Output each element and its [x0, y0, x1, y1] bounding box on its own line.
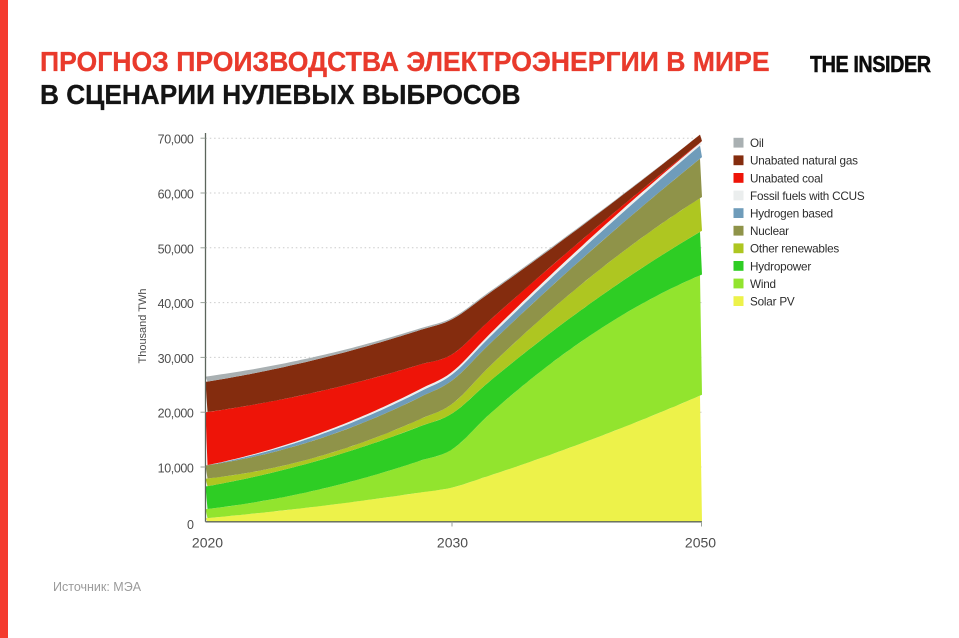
svg-text:Solar PV: Solar PV: [750, 296, 795, 309]
svg-text:40,000: 40,000: [158, 297, 194, 311]
svg-text:Nuclear: Nuclear: [750, 225, 789, 238]
svg-text:20,000: 20,000: [158, 407, 194, 421]
svg-text:0: 0: [187, 518, 194, 532]
svg-text:Hydrogen based: Hydrogen based: [750, 208, 833, 221]
svg-text:Unabated coal: Unabated coal: [750, 172, 823, 185]
svg-text:Fossil fuels with CCUS: Fossil fuels with CCUS: [750, 190, 865, 203]
svg-text:Wind: Wind: [750, 278, 776, 291]
svg-text:Hydropower: Hydropower: [750, 260, 811, 273]
svg-text:2020: 2020: [192, 535, 223, 551]
svg-text:Thousand TWh: Thousand TWh: [137, 288, 149, 363]
svg-text:Oil: Oil: [750, 137, 764, 150]
svg-text:30,000: 30,000: [158, 352, 194, 366]
svg-text:Unabated natural gas: Unabated natural gas: [750, 155, 858, 168]
svg-text:50,000: 50,000: [158, 242, 194, 256]
svg-text:60,000: 60,000: [158, 188, 194, 202]
svg-text:2050: 2050: [685, 535, 716, 551]
svg-text:Other renewables: Other renewables: [750, 243, 839, 256]
svg-text:2030: 2030: [437, 535, 468, 551]
svg-text:70,000: 70,000: [158, 133, 194, 147]
svg-text:10,000: 10,000: [158, 462, 194, 476]
